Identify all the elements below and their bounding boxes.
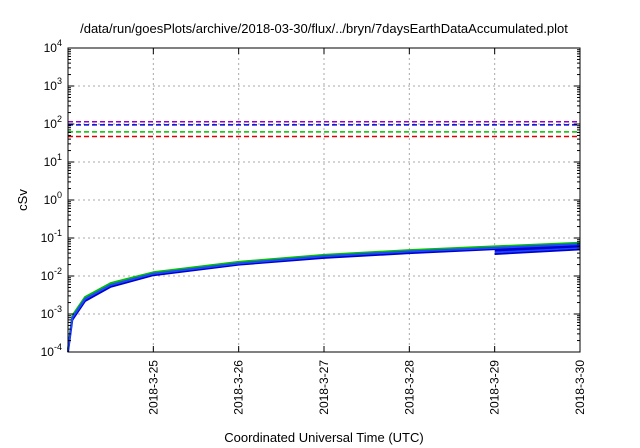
x-tick-labels: 2018-3-25 2018-3-26 2018-3-27 2018-3-28 2018…	[146, 360, 587, 415]
y-tick-label-exponent: 1	[57, 152, 62, 162]
y-tick-label-base: 10	[44, 117, 58, 131]
y-tick-label-exponent: -2	[54, 266, 62, 276]
series-line	[67, 243, 581, 351]
grid-lines	[68, 48, 580, 352]
y-tick-label: 104	[44, 38, 62, 55]
x-tick-label: 2018-3-30	[573, 360, 587, 415]
y-tick-label-exponent: 0	[57, 190, 62, 200]
chart-title: /data/run/goesPlots/archive/2018-03-30/f…	[80, 21, 568, 36]
series-line	[67, 241, 581, 350]
y-tick-label: 10-4	[41, 342, 62, 359]
y-tick-label: 10-3	[41, 304, 62, 321]
y-tick-label: 101	[44, 152, 62, 169]
y-tick-label-base: 10	[44, 193, 58, 207]
y-tick-label-base: 10	[44, 41, 58, 55]
series-line	[494, 248, 581, 255]
data-series	[67, 241, 581, 353]
x-tick-label: 2018-3-25	[146, 360, 160, 415]
series-line	[67, 244, 581, 353]
series-line	[494, 245, 581, 252]
y-tick-label: 100	[44, 190, 62, 207]
y-tick-label-base: 10	[41, 307, 55, 321]
y-tick-label-base: 10	[44, 79, 58, 93]
y-tick-label-base: 10	[44, 155, 58, 169]
y-tick-label-base: 10	[41, 345, 55, 359]
tick-marks	[68, 47, 581, 353]
y-tick-label: 10-1	[41, 228, 62, 245]
x-axis-title: Coordinated Universal Time (UTC)	[224, 430, 423, 445]
threshold-lines	[68, 120, 580, 138]
y-tick-label-exponent: 4	[57, 38, 62, 48]
y-tick-label-exponent: -1	[54, 228, 62, 238]
series-line	[494, 246, 581, 254]
x-tick-label: 2018-3-28	[402, 360, 416, 415]
y-tick-label-base: 10	[41, 269, 55, 283]
y-tick-label-exponent: 3	[57, 76, 62, 86]
y-axis-title: cSv	[15, 189, 30, 211]
x-tick-label: 2018-3-27	[317, 360, 331, 415]
y-tick-label-exponent: -3	[54, 304, 62, 314]
x-tick-label: 2018-3-26	[232, 360, 246, 415]
y-tick-label-exponent: -4	[54, 342, 62, 352]
y-tick-label-exponent: 2	[57, 114, 62, 124]
y-tick-label: 102	[44, 114, 62, 131]
y-tick-label-base: 10	[41, 231, 55, 245]
x-tick-label: 2018-3-29	[488, 360, 502, 415]
y-tick-label: 103	[44, 76, 62, 93]
y-tick-label: 10-2	[41, 266, 62, 283]
